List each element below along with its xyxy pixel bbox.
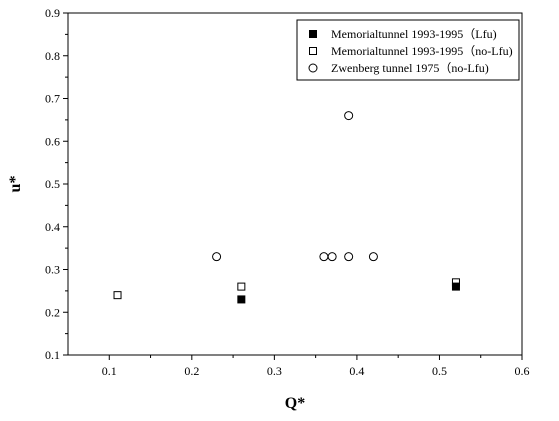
y-tick-label: 0.2 <box>45 305 60 319</box>
y-tick-label: 0.4 <box>45 220 60 234</box>
x-tick-label: 0.4 <box>349 364 364 378</box>
data-point <box>344 111 354 121</box>
y-tick-label: 0.6 <box>45 134 60 148</box>
legend: Memorialtunnel 1993-1995（Lfu) Memorialtun… <box>296 19 520 81</box>
data-point <box>344 252 354 262</box>
x-axis-title: Q* <box>285 395 305 412</box>
x-tick-label: 0.6 <box>515 364 530 378</box>
legend-box <box>296 19 520 81</box>
legend-label: Zwenberg tunnel 1975（no-Lfu) <box>331 61 489 75</box>
x-tick-label: 0.3 <box>267 364 282 378</box>
data-point <box>113 291 122 300</box>
legend-marker <box>309 30 317 38</box>
y-tick-label: 0.1 <box>45 348 60 362</box>
legend-marker <box>309 47 317 55</box>
y-tick-label: 0.8 <box>45 49 60 63</box>
data-point <box>237 295 246 304</box>
data-point <box>327 252 337 262</box>
data-point <box>368 252 378 262</box>
y-axis-title: u* <box>7 176 24 193</box>
data-points <box>113 111 460 304</box>
legend-label: Memorialtunnel 1993-1995（Lfu) <box>331 27 497 41</box>
y-tick-label: 0.5 <box>45 177 60 191</box>
y-tick-label: 0.3 <box>45 263 60 277</box>
x-axis-ticks: 0.1 0.2 0.3 0.4 0.5 0.6 <box>102 355 530 378</box>
data-point <box>451 282 460 291</box>
data-point <box>212 252 222 262</box>
x-tick-label: 0.5 <box>432 364 447 378</box>
y-tick-label: 0.7 <box>45 92 60 106</box>
x-tick-label: 0.1 <box>102 364 117 378</box>
legend-marker <box>308 63 318 73</box>
legend-label: Memorialtunnel 1993-1995（no-Lfu) <box>331 44 513 58</box>
data-point <box>319 252 329 262</box>
y-tick-label: 0.9 <box>45 6 60 20</box>
y-axis-ticks: 0.1 0.2 0.3 0.4 0.5 0.6 0.7 0.8 0.9 <box>45 6 68 362</box>
x-tick-label: 0.2 <box>184 364 199 378</box>
data-point <box>237 282 246 291</box>
